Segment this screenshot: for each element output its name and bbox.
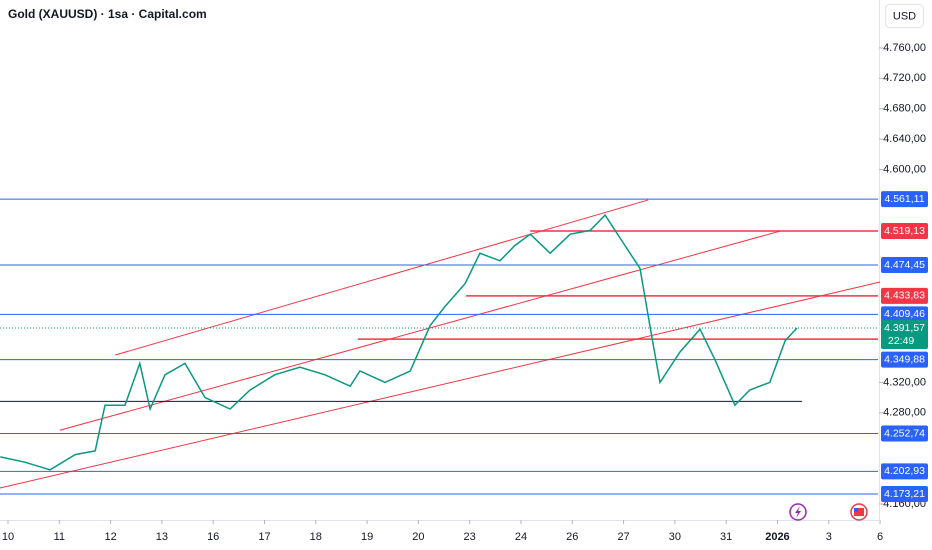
x-tick-label: 18 (310, 531, 322, 543)
x-tick-label: 27 (617, 531, 629, 543)
level-tag (881, 463, 928, 480)
x-tick-label: 2026 (765, 531, 789, 543)
x-tick-label: 11 (54, 531, 65, 543)
y-tick-label: 4.760,00 (883, 42, 926, 54)
price-line (0, 213, 798, 471)
y-tick-label: 4.320,00 (883, 376, 926, 388)
level-tag (881, 425, 928, 442)
x-tick-label: 17 (258, 531, 270, 543)
y-tick-label: 4.720,00 (883, 72, 926, 84)
y-tick-label: 4.280,00 (883, 407, 926, 419)
trendline (0, 281, 881, 489)
x-tick-label: 24 (515, 531, 527, 543)
flag-glyph (854, 508, 858, 512)
x-tick-label: 13 (156, 531, 168, 543)
y-tick-label: 4.680,00 (883, 103, 926, 115)
level-tag-label: 4.474,45 (884, 259, 925, 271)
level-tag-label: 4.519,13 (884, 225, 925, 237)
x-tick-label: 31 (720, 531, 732, 543)
current-price-label: 4.391,57 (884, 322, 925, 334)
x-tick-label: 3 (826, 531, 832, 543)
currency-button[interactable] (885, 4, 924, 28)
level-tag-label: 4.202,93 (884, 465, 925, 477)
x-tick-label: 10 (2, 531, 14, 543)
x-tick-label: 23 (464, 531, 476, 543)
x-tick-label: 30 (669, 531, 681, 543)
y-tick-label: 4.600,00 (883, 163, 926, 175)
chart-title: Gold (XAUUSD) · 1sa · Capital.com (8, 7, 207, 21)
event-icon-glyph (795, 506, 801, 518)
trendline (115, 199, 649, 356)
level-tag (881, 223, 928, 240)
level-tag-label: 4.409,46 (884, 308, 925, 320)
x-tick-label: 6 (877, 531, 883, 543)
x-tick-label: 20 (412, 531, 424, 543)
level-tag (881, 351, 928, 368)
x-tick-label: 16 (207, 531, 219, 543)
y-tick-label: 4.640,00 (883, 133, 926, 145)
currency-label[interactable]: USD (893, 10, 916, 22)
x-tick-label: 12 (104, 531, 116, 543)
level-tag (881, 287, 928, 304)
plot-area (0, 198, 881, 495)
x-tick-label: 19 (361, 531, 373, 543)
level-tag-label: 4.349,88 (884, 353, 925, 365)
flag-glyph (854, 508, 864, 516)
level-tag-label: 4.252,74 (884, 427, 925, 439)
x-tick-label: 26 (566, 531, 578, 543)
level-tag-label: 4.173,21 (884, 488, 925, 500)
level-tag-label: 4.561,11 (884, 193, 924, 205)
level-tag (881, 191, 928, 208)
countdown-label: 22:49 (888, 335, 914, 347)
current-price-tag (881, 319, 928, 349)
level-tag-label: 4.433,83 (884, 290, 925, 302)
trendline (59, 230, 781, 431)
level-tag (881, 306, 928, 323)
event-icons (789, 503, 868, 521)
level-tag (881, 485, 928, 502)
axes: 4.760,00 4.720,00 4.680,00 4.640,00 4.600,00… (2, 42, 928, 543)
level-tag (881, 256, 928, 273)
